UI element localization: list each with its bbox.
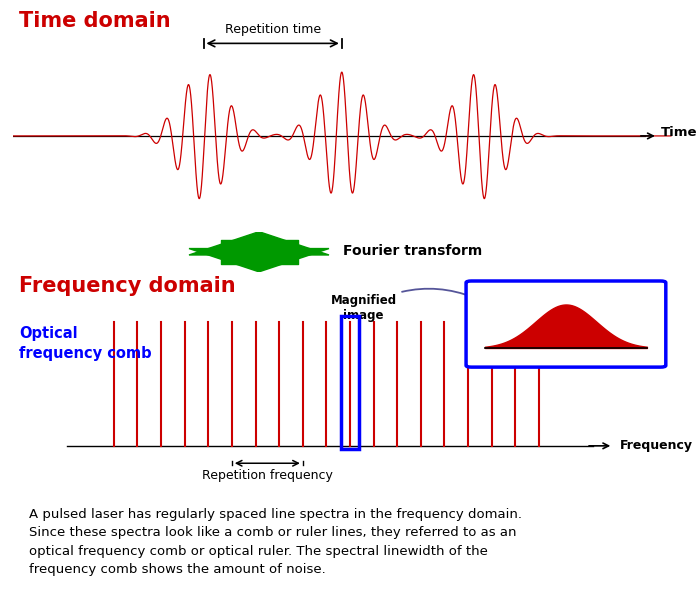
Polygon shape xyxy=(189,249,329,272)
Polygon shape xyxy=(189,232,329,255)
Text: Spectral width
=Noise: Spectral width =Noise xyxy=(521,286,611,309)
Text: Frequency domain: Frequency domain xyxy=(20,276,236,296)
Text: A pulsed laser has regularly spaced line spectra in the frequency domain.
Since : A pulsed laser has regularly spaced line… xyxy=(29,508,522,576)
Bar xyxy=(341,316,359,449)
Text: Fourier transform: Fourier transform xyxy=(343,244,482,258)
Text: Optical
frequency comb: Optical frequency comb xyxy=(20,326,152,361)
Text: Magnified
image: Magnified image xyxy=(330,288,474,322)
Text: Repetition frequency: Repetition frequency xyxy=(202,469,332,482)
Text: Time domain: Time domain xyxy=(19,11,171,31)
Text: Time: Time xyxy=(661,126,698,139)
Text: Repetition time: Repetition time xyxy=(225,22,321,35)
FancyBboxPatch shape xyxy=(466,281,666,367)
Text: Frequency: Frequency xyxy=(620,439,693,452)
